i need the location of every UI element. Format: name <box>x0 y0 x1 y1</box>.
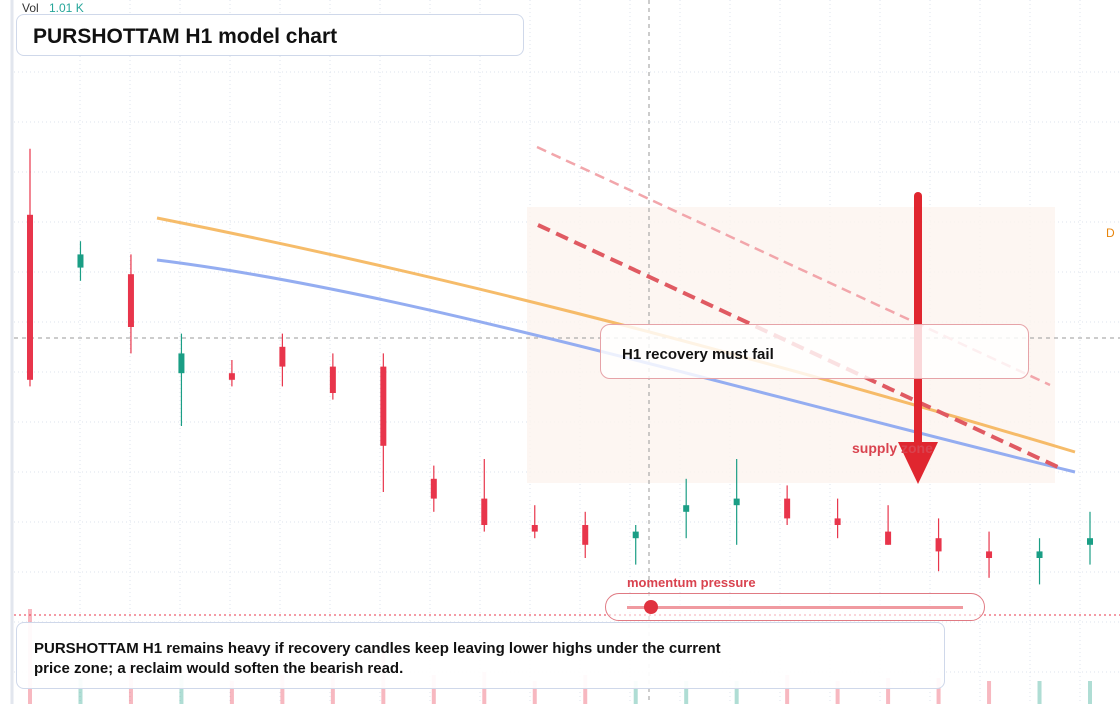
title-panel: PURSHOTTAM H1 model chart <box>16 14 524 56</box>
candle <box>27 148 33 387</box>
candle-body <box>380 366 387 446</box>
volume-bar <box>532 681 537 704</box>
callout-panel: H1 recovery must fail <box>600 324 1029 379</box>
volume-bar <box>633 681 638 704</box>
volume-bar <box>78 678 83 704</box>
candle <box>329 353 336 400</box>
candle-body <box>582 525 589 545</box>
candle-body <box>127 274 134 327</box>
candle-body <box>430 478 437 499</box>
volume-label: Vol <box>22 1 39 15</box>
candle <box>784 485 791 525</box>
candle-body <box>935 538 942 552</box>
candle <box>986 531 993 578</box>
supply-zone-label: supply zone <box>852 440 933 456</box>
candle <box>885 505 892 545</box>
candle <box>531 505 538 539</box>
candles <box>27 148 1093 585</box>
price-side-marker: D <box>1104 225 1117 241</box>
candle-body <box>986 551 993 558</box>
volume-bar <box>835 681 840 704</box>
candle <box>430 465 437 512</box>
momentum-gauge-knob <box>643 600 658 614</box>
callout-text: H1 recovery must fail <box>622 346 774 363</box>
candle-body <box>683 505 690 512</box>
candle <box>834 498 841 539</box>
volume-bar <box>431 675 436 704</box>
candle-body <box>834 518 841 525</box>
candle <box>380 353 387 492</box>
candle-body <box>632 531 639 539</box>
candle-body <box>733 498 740 506</box>
candle <box>935 518 942 572</box>
candle <box>733 459 740 545</box>
candle-body <box>1036 551 1043 558</box>
candle <box>127 254 134 354</box>
candle <box>279 333 286 387</box>
candle-body <box>784 498 791 519</box>
candle <box>77 241 84 281</box>
volume-bar <box>229 681 234 704</box>
candle <box>1036 538 1043 585</box>
candle-body <box>279 346 286 367</box>
volume-bar <box>179 675 184 704</box>
volume-bar <box>936 678 941 704</box>
candle <box>178 333 185 426</box>
momentum-gauge-bar <box>627 606 963 609</box>
volume-bar <box>785 675 790 704</box>
bearish-arrow-head <box>898 442 938 484</box>
candle <box>582 511 589 558</box>
volume-bar <box>987 681 992 704</box>
volume-bar <box>1037 681 1042 704</box>
candle <box>481 459 488 532</box>
volume-value: 1.01 K <box>49 1 84 15</box>
candle-body <box>329 366 336 393</box>
volume-bar <box>280 675 285 704</box>
candle <box>1087 511 1093 565</box>
volume-bar <box>886 678 891 704</box>
momentum-gauge <box>605 593 985 621</box>
candle-body <box>481 498 488 525</box>
candle <box>228 360 235 387</box>
candle <box>632 525 639 565</box>
candle-body <box>178 353 185 374</box>
candle-body <box>27 214 33 380</box>
chart-title: PURSHOTTAM H1 model chart <box>33 25 338 48</box>
momentum-label: momentum pressure <box>627 575 756 590</box>
candle-body <box>1087 538 1093 545</box>
candle <box>683 478 690 539</box>
candle-body <box>885 531 892 545</box>
candle-body <box>77 254 84 268</box>
note-panel: PURSHOTTAM H1 remains heavy if recovery … <box>16 622 945 689</box>
volume-bar <box>684 681 689 704</box>
note-text: PURSHOTTAM H1 remains heavy if recovery … <box>34 640 721 677</box>
candle-body <box>531 525 538 532</box>
volume-bar <box>583 675 588 704</box>
volume-bar <box>1088 681 1092 704</box>
candle-body <box>228 373 235 380</box>
volume-bar <box>734 681 739 704</box>
